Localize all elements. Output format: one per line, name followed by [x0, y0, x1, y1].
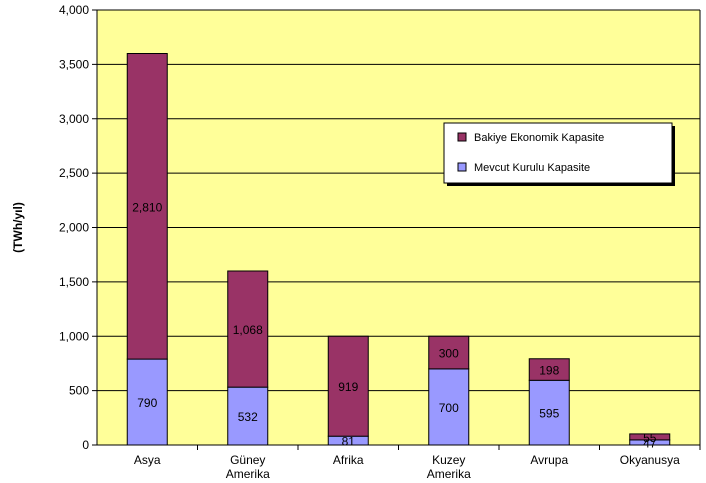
bar-segment — [126, 53, 168, 360]
y-tick-label: 4,000 — [59, 3, 89, 17]
category-label-line: Asya — [134, 453, 161, 467]
y-tick-label: 3,500 — [59, 57, 89, 71]
data-label: 81 — [342, 435, 356, 449]
y-tick-label: 0 — [82, 438, 89, 452]
legend-box — [443, 122, 673, 184]
legend-label: Bakiye Ekonomik Kapasite — [474, 132, 604, 144]
category-label-line: Amerika — [226, 467, 270, 481]
category-label-line: Okyanusya — [620, 453, 680, 467]
category-label: Kuzey Amerika — [427, 453, 471, 481]
y-tick-label: 500 — [69, 384, 89, 398]
legend-label: Mevcut Kurulu Kapasite — [474, 162, 590, 174]
bar-segment — [227, 270, 269, 388]
category-label: Avrupa — [530, 453, 568, 467]
data-label: 2,810 — [132, 200, 162, 214]
data-label: 700 — [439, 401, 459, 415]
data-label: 1,068 — [233, 323, 263, 337]
category-label-line: Avrupa — [530, 453, 568, 467]
data-label: 790 — [137, 396, 157, 410]
y-tick-label: 2,000 — [59, 221, 89, 235]
y-tick-label: 1,000 — [59, 329, 89, 343]
data-label: 198 — [539, 364, 559, 378]
bar-segment — [126, 358, 168, 446]
category-label-line: Güney — [230, 453, 265, 467]
legend-swatch — [457, 132, 467, 142]
category-label: Afrika — [333, 453, 364, 467]
bar-segment — [428, 368, 470, 446]
bar-segment — [629, 433, 671, 441]
bar-segment — [528, 379, 570, 446]
category-label: Okyanusya — [620, 453, 680, 467]
legend-swatch — [457, 162, 467, 172]
y-tick-label: 2,500 — [59, 166, 89, 180]
category-label-line: Amerika — [427, 467, 471, 481]
data-label: 55 — [643, 431, 657, 445]
category-label: Asya — [134, 453, 161, 467]
y-axis-label: (TWh/yıl) — [11, 202, 25, 253]
y-tick-label: 3,000 — [59, 112, 89, 126]
data-label: 300 — [439, 347, 459, 361]
data-label: 919 — [338, 380, 358, 394]
bar-segment — [327, 335, 369, 437]
category-label: Güney Amerika — [226, 453, 270, 481]
bar-segment — [528, 358, 570, 381]
category-label-line: Kuzey — [432, 453, 465, 467]
data-label: 532 — [238, 410, 258, 424]
y-tick-label: 1,500 — [59, 275, 89, 289]
data-label: 595 — [539, 407, 559, 421]
bar-segment — [428, 335, 470, 370]
category-label-line: Afrika — [333, 453, 364, 467]
